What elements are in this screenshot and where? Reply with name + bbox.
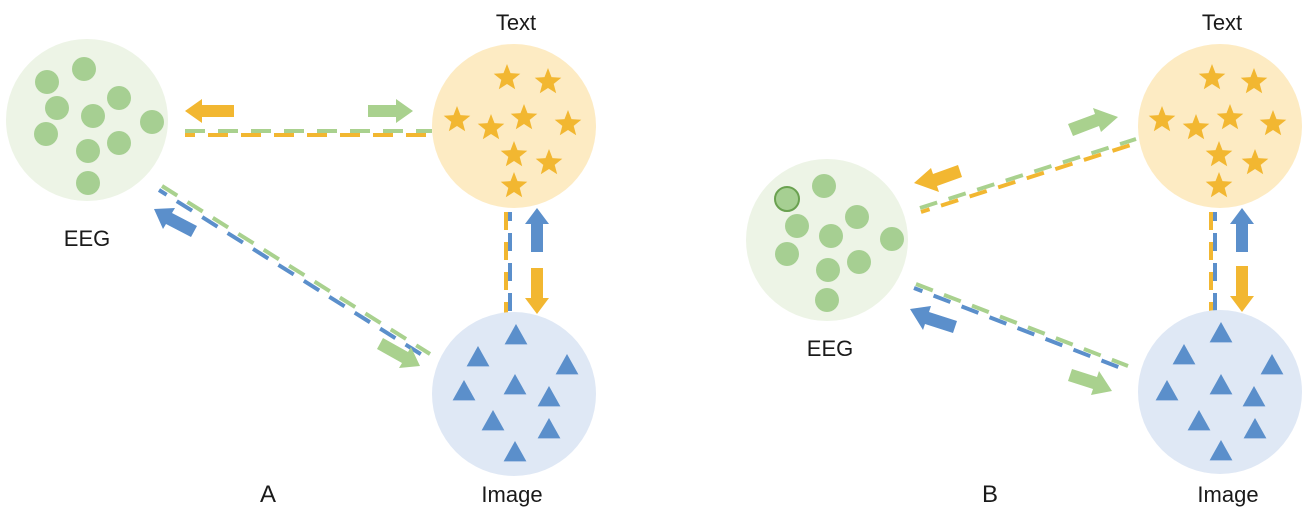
arrow-blue-up xyxy=(1230,208,1254,252)
arrow-green-right xyxy=(368,99,413,123)
arrow-green-to-image xyxy=(1068,369,1112,395)
arrow-green-to-image xyxy=(377,338,420,368)
star-marker xyxy=(1148,106,1176,132)
text-label: Text xyxy=(1202,10,1242,35)
eeg-label: EEG xyxy=(64,226,110,251)
panel-b: EEG Text Image B xyxy=(746,10,1302,508)
arrow-yellow-to-eeg xyxy=(914,165,962,192)
star-marker xyxy=(477,114,505,140)
star-marker xyxy=(500,141,528,167)
text-stars xyxy=(443,64,582,198)
triangle-marker xyxy=(537,418,561,439)
eeg-dot xyxy=(76,171,100,195)
arrow-green-to-text xyxy=(1068,108,1118,136)
arrow-blue-to-eeg xyxy=(910,306,957,333)
eeg-node-a: EEG xyxy=(6,39,168,251)
eeg-dots xyxy=(774,174,904,312)
triangle-marker xyxy=(1209,440,1233,461)
eeg-dot xyxy=(816,258,840,282)
eeg-dot-outlined xyxy=(774,186,800,212)
link-eeg-text-b xyxy=(919,137,1138,214)
triangle-marker xyxy=(452,380,476,401)
eeg-dot xyxy=(847,250,871,274)
star-marker xyxy=(1182,114,1210,140)
triangle-marker xyxy=(503,374,527,395)
eeg-dot xyxy=(775,242,799,266)
text-node-a: Text xyxy=(432,10,596,208)
star-marker xyxy=(1259,110,1287,136)
eeg-dot xyxy=(140,110,164,134)
star-marker xyxy=(554,110,582,136)
triangle-marker xyxy=(537,386,561,407)
text-stars xyxy=(1148,64,1287,198)
image-node-a: Image xyxy=(432,312,596,507)
arrow-yellow-down xyxy=(525,268,549,314)
triangle-marker xyxy=(481,410,505,431)
star-marker xyxy=(1205,141,1233,167)
eeg-dot xyxy=(35,70,59,94)
star-marker xyxy=(1216,104,1244,130)
arrow-blue-up xyxy=(525,208,549,252)
eeg-dot xyxy=(34,122,58,146)
panel-label: B xyxy=(982,481,998,508)
image-node-b: Image xyxy=(1138,310,1302,507)
star-marker xyxy=(534,68,562,94)
text-node-b: Text xyxy=(1138,10,1302,208)
eeg-dot xyxy=(107,86,131,110)
link-eeg-text-a xyxy=(185,129,432,137)
star-marker xyxy=(535,149,563,175)
eeg-dot xyxy=(785,214,809,238)
triangle-marker xyxy=(555,354,579,375)
eeg-dots xyxy=(34,57,164,195)
star-marker xyxy=(1241,149,1269,175)
text-label: Text xyxy=(496,10,536,35)
star-marker xyxy=(443,106,471,132)
star-marker xyxy=(1240,68,1268,94)
triangle-marker xyxy=(1209,374,1233,395)
triangle-marker xyxy=(1242,386,1266,407)
eeg-dot xyxy=(845,205,869,229)
link-eeg-image-b xyxy=(913,282,1129,372)
eeg-dot xyxy=(880,227,904,251)
link-text-image-b xyxy=(1209,212,1217,312)
eeg-dot xyxy=(819,224,843,248)
triangle-marker xyxy=(1209,322,1233,343)
eeg-node-b: EEG xyxy=(746,159,908,361)
link-text-image-a xyxy=(504,212,512,322)
star-marker xyxy=(510,104,538,130)
arrow-blue-to-eeg xyxy=(154,208,197,237)
eeg-label: EEG xyxy=(807,336,853,361)
star-marker xyxy=(500,172,528,198)
triangle-marker xyxy=(1172,344,1196,365)
star-marker xyxy=(1198,64,1226,90)
link-eeg-image-a xyxy=(157,184,432,360)
eeg-dot xyxy=(45,96,69,120)
eeg-dot xyxy=(107,131,131,155)
image-label: Image xyxy=(481,482,542,507)
triangle-marker xyxy=(1243,418,1267,439)
star-marker xyxy=(493,64,521,90)
image-triangles xyxy=(452,324,579,462)
triangle-marker xyxy=(466,346,490,367)
eeg-dot xyxy=(81,104,105,128)
eeg-dot xyxy=(72,57,96,81)
panel-a: EEG Text Image A xyxy=(6,10,596,508)
eeg-dot xyxy=(76,139,100,163)
image-label: Image xyxy=(1197,482,1258,507)
triangle-marker xyxy=(1260,354,1284,375)
triangle-marker xyxy=(503,441,527,462)
triangle-marker xyxy=(504,324,528,345)
eeg-dot xyxy=(812,174,836,198)
panel-label: A xyxy=(260,481,276,508)
arrow-yellow-left xyxy=(185,99,234,123)
arrow-yellow-down xyxy=(1230,266,1254,312)
eeg-dot xyxy=(815,288,839,312)
image-triangles xyxy=(1155,322,1284,461)
star-marker xyxy=(1205,172,1233,198)
triangle-marker xyxy=(1155,380,1179,401)
triangle-marker xyxy=(1187,410,1211,431)
